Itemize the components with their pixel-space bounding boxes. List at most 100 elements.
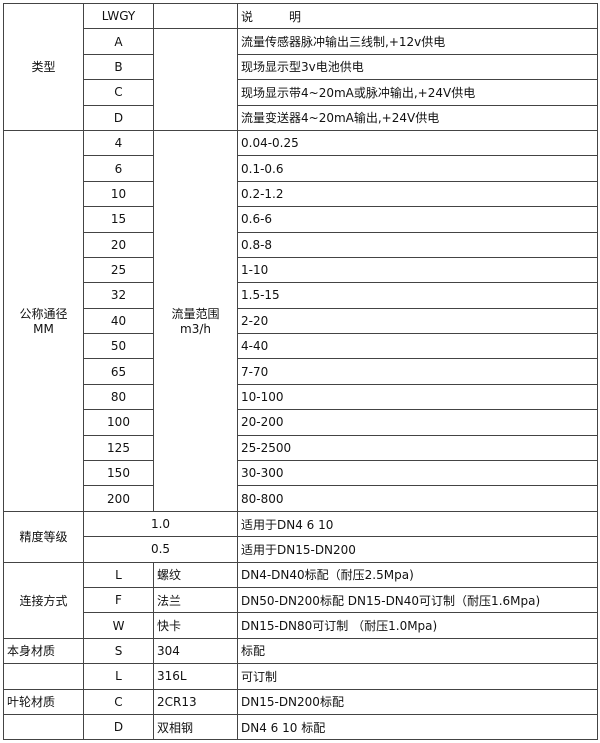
- type-code: D: [83, 104, 154, 131]
- type-empty: [153, 28, 238, 131]
- table-row: W 快卡 DN15-DN80可订制 （耐压1.0Mpa): [4, 612, 598, 639]
- table-row: 32 1.5-15: [4, 282, 598, 309]
- flow-range-value: 30-300: [237, 460, 598, 487]
- table-row: 公称通径 MM 4 流量范围 m3/h 0.04-0.25: [3, 129, 598, 512]
- connection-desc: DN15-DN80可订制 （耐压1.0Mpa): [237, 612, 598, 639]
- flow-range-label-text: 流量范围: [171, 307, 220, 322]
- table-row: A 流量传感器脉冲输出三线制,+12v供电: [4, 28, 598, 131]
- flow-range-value: 1-10: [237, 256, 598, 284]
- header-empty: [153, 2, 238, 30]
- type-desc: 流量传感器脉冲输出三线制,+12v供电: [237, 28, 598, 55]
- accuracy-label: 精度等级: [3, 510, 84, 563]
- accuracy-grade: 1.0: [83, 510, 238, 538]
- material-name: 2CR13: [153, 688, 238, 715]
- table-row: 6 0.1-0.6: [4, 155, 598, 182]
- table-row: 叶轮材质 C 2CR13 DN15-DN200标配: [3, 688, 598, 715]
- table-row: 连接方式 L 螺纹 DN4-DN40标配（耐压2.5Mpa): [3, 561, 598, 639]
- accuracy-desc: 适用于DN4 6 10: [237, 510, 598, 538]
- material-name: 316L: [153, 663, 238, 690]
- flow-range-value: 25-2500: [237, 434, 598, 462]
- material-desc: DN15-DN200标配: [237, 688, 598, 715]
- connection-code: L: [83, 561, 154, 588]
- flow-range-value: 10-100: [237, 383, 598, 411]
- connection-code: F: [83, 586, 154, 614]
- table-row: 125 25-2500: [4, 434, 598, 462]
- diameter-value: 20: [83, 231, 154, 258]
- impeller-material-label: 叶轮材质: [3, 688, 84, 715]
- flow-range-value: 0.6-6: [237, 206, 598, 233]
- material-code: S: [83, 637, 154, 665]
- table-row: B 现场显示型3v电池供电: [4, 53, 598, 81]
- table-row: D 双相钢 DN4 6 10 标配: [3, 713, 598, 741]
- table-row: 类型 LWGY 说 明: [3, 2, 598, 131]
- table-row: 150 30-300: [4, 460, 598, 487]
- table-row: 10 0.2-1.2: [4, 180, 598, 208]
- connection-name: 螺纹: [153, 561, 238, 588]
- flow-range-value: 0.04-0.25: [237, 129, 598, 157]
- type-desc: 现场显示带4~20mA或脉冲输出,+24V供电: [237, 79, 598, 106]
- connection-desc: DN4-DN40标配（耐压2.5Mpa): [237, 561, 598, 588]
- diameter-value: 6: [83, 155, 154, 182]
- flow-range-value: 2-20: [237, 307, 598, 335]
- table-row: 20 0.8-8: [4, 231, 598, 258]
- header-code: LWGY: [83, 2, 154, 30]
- table-row: F 法兰 DN50-DN200标配 DN15-DN40可订制（耐压1.6Mpa): [4, 586, 598, 614]
- impeller-material-label: [3, 713, 84, 741]
- diameter-value: 65: [83, 358, 154, 385]
- diameter-value: 80: [83, 383, 154, 411]
- flow-range-value: 0.2-1.2: [237, 180, 598, 208]
- diameter-value: 200: [83, 485, 154, 512]
- flow-range-value: 0.1-0.6: [237, 155, 598, 182]
- material-desc: DN4 6 10 标配: [237, 713, 598, 741]
- flow-range-value: 0.8-8: [237, 231, 598, 258]
- accuracy-desc: 适用于DN15-DN200: [237, 536, 598, 563]
- table-row: C 现场显示带4~20mA或脉冲输出,+24V供电: [4, 79, 598, 106]
- table-row: 15 0.6-6: [4, 206, 598, 233]
- type-code: B: [83, 53, 154, 81]
- diameter-value: 50: [83, 333, 154, 360]
- diameter-label-text: 公称通径: [19, 307, 68, 322]
- spec-table: 类型 LWGY 说 明 A 流量传感器脉冲输出三线制,+12v供电 B 现场显示型3v电池供…: [3, 2, 598, 741]
- diameter-value: 32: [83, 282, 154, 309]
- diameter-value: 4: [83, 129, 154, 157]
- material-desc: 标配: [237, 637, 598, 665]
- connection-desc: DN50-DN200标配 DN15-DN40可订制（耐压1.6Mpa): [237, 586, 598, 614]
- material-name: 双相钢: [153, 713, 238, 741]
- type-code: C: [83, 79, 154, 106]
- diameter-value: 10: [83, 180, 154, 208]
- table-row: D 流量变送器4~20mA输出,+24V供电: [4, 104, 598, 131]
- body-material-label: [3, 663, 84, 690]
- diameter-value: 40: [83, 307, 154, 335]
- diameter-value: 100: [83, 409, 154, 436]
- material-desc: 可订制: [237, 663, 598, 690]
- flow-range-label: 流量范围 m3/h: [153, 129, 238, 512]
- material-code: C: [83, 688, 154, 715]
- flow-range-value: 80-800: [237, 485, 598, 512]
- diameter-value: 150: [83, 460, 154, 487]
- connection-name: 法兰: [153, 586, 238, 614]
- table-row: 本身材质 S 304 标配: [3, 637, 598, 665]
- accuracy-grade: 0.5: [83, 536, 238, 563]
- table-row: 80 10-100: [4, 383, 598, 411]
- flow-range-value: 7-70: [237, 358, 598, 385]
- connection-name: 快卡: [153, 612, 238, 639]
- table-row: 100 20-200: [4, 409, 598, 436]
- header-description: 说 明: [237, 2, 598, 30]
- diameter-unit: MM: [33, 322, 54, 337]
- flow-range-value: 4-40: [237, 333, 598, 360]
- diameter-value: 125: [83, 434, 154, 462]
- material-code: D: [83, 713, 154, 741]
- type-label: 类型: [3, 3, 84, 131]
- flow-range-value: 20-200: [237, 409, 598, 436]
- table-row: L 316L 可订制: [3, 663, 598, 690]
- material-code: L: [83, 663, 154, 690]
- diameter-value: 15: [83, 206, 154, 233]
- table-row: 40 2-20: [4, 307, 598, 335]
- table-row: 25 1-10: [4, 256, 598, 284]
- connection-label: 连接方式: [3, 561, 84, 639]
- flow-range-unit: m3/h: [180, 322, 211, 337]
- table-row: 精度等级 1.0 适用于DN4 6 10: [3, 510, 598, 563]
- table-row: 65 7-70: [4, 358, 598, 385]
- type-desc: 流量变送器4~20mA输出,+24V供电: [237, 104, 598, 131]
- table-row: 50 4-40: [4, 333, 598, 360]
